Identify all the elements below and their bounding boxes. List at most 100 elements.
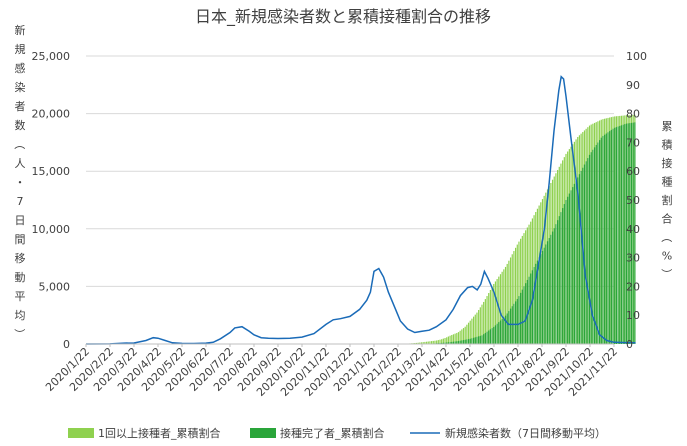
first-dose-bar	[504, 266, 507, 344]
fully-vaccinated-bar	[560, 212, 562, 344]
first-dose-bar	[446, 337, 448, 344]
fully-vaccinated-bar	[526, 279, 528, 344]
first-dose-bar	[469, 320, 471, 344]
fully-vaccinated-bar	[456, 341, 458, 344]
fully-vaccinated-bar	[634, 122, 636, 345]
y-left-label-char: 動	[15, 270, 26, 284]
fully-vaccinated-bar	[540, 254, 542, 344]
fully-vaccinated-bar	[617, 126, 619, 345]
fully-vaccinated-bar	[597, 142, 599, 344]
y-left-label-char: 者	[15, 100, 26, 113]
fully-vaccinated-bar	[588, 154, 591, 344]
fully-vaccinated-bar	[462, 340, 465, 344]
first-dose-bar	[491, 286, 493, 344]
fully-vaccinated-bar	[442, 342, 444, 344]
fully-vaccinated-bar	[625, 123, 628, 344]
fully-vaccinated-bar	[499, 320, 502, 344]
first-dose-bar	[454, 333, 456, 344]
fully-vaccinated-bar	[550, 234, 552, 344]
fully-vaccinated-bar	[469, 338, 471, 344]
fully-vaccinated-bar	[607, 132, 609, 344]
y-left-label-char: 数	[15, 119, 26, 132]
fully-vaccinated-bar	[609, 131, 611, 344]
fully-vaccinated-bar	[567, 196, 569, 344]
fully-vaccinated-bar	[614, 127, 616, 344]
y-right-label-char: 積	[662, 138, 673, 152]
y-left-axis-label: 新規感染者数 （ 人・ 7 日間移動平均 ）	[13, 23, 26, 340]
fully-vaccinated-bar	[565, 200, 567, 344]
first-dose-bar	[419, 342, 421, 344]
fully-vaccinated-bar	[503, 317, 505, 344]
fully-vaccinated-bar	[558, 216, 560, 344]
fully-vaccinated-bar	[593, 147, 596, 344]
fully-vaccinated-bar	[506, 313, 508, 344]
first-dose-bar	[496, 279, 498, 344]
y-right-tick-label: 100	[626, 50, 647, 63]
fully-vaccinated-bar	[536, 260, 539, 344]
first-dose-bar	[471, 318, 473, 344]
fully-vaccinated-bar	[520, 292, 522, 344]
y-right-tick-label: 90	[626, 79, 640, 92]
y-right-tick-label: 80	[626, 108, 640, 121]
y-right-label-char: %	[662, 250, 672, 263]
first-dose-bar	[488, 293, 490, 344]
fully-vaccinated-bar	[515, 301, 517, 344]
fully-vaccinated-bar	[546, 241, 549, 344]
first-dose-bar	[508, 260, 510, 344]
y-right-label-char: 合	[662, 212, 673, 226]
fully-vaccinated-bar	[484, 332, 486, 344]
fully-vaccinated-bar	[562, 208, 564, 344]
fully-vaccinated-bar	[541, 250, 544, 344]
y-right-tick-label: 40	[626, 223, 640, 236]
y-left-tick-label: 10,000	[32, 223, 71, 236]
first-dose-bar	[484, 299, 486, 344]
fully-vaccinated-bars	[415, 122, 636, 345]
fully-vaccinated-bar	[587, 158, 589, 344]
gridlines	[86, 55, 614, 345]
y-right-label-char: 割	[662, 193, 673, 207]
first-dose-bar	[498, 276, 500, 344]
first-dose-bar	[479, 307, 481, 344]
legend-label-fully-vaccinated: 接種完了者_累積割合	[280, 426, 385, 440]
y-left-label-char: 7	[17, 195, 24, 208]
fully-vaccinated-bar	[498, 322, 500, 344]
fully-vaccinated-bar	[454, 341, 456, 344]
fully-vaccinated-bar	[599, 140, 601, 344]
first-dose-bar	[518, 241, 520, 344]
first-dose-bar	[449, 335, 451, 344]
first-dose-bar	[462, 328, 465, 344]
y-right-tick-label: 70	[626, 136, 640, 149]
fully-vaccinated-bar	[629, 123, 631, 344]
first-dose-bar	[439, 339, 441, 344]
first-dose-bar	[432, 340, 434, 344]
fully-vaccinated-bar	[583, 164, 586, 344]
fully-vaccinated-bar	[444, 342, 446, 344]
first-dose-bars	[400, 114, 636, 345]
first-dose-bar	[427, 341, 429, 344]
fully-vaccinated-bar	[604, 134, 606, 344]
legend-label-new-cases: 新規感染者数（7日間移動平均）	[445, 426, 606, 440]
fully-vaccinated-bar	[518, 296, 520, 344]
fully-vaccinated-bar	[474, 337, 476, 344]
fully-vaccinated-bar	[493, 326, 495, 344]
y-right-label-char: （	[660, 232, 673, 243]
fully-vaccinated-bar	[523, 286, 525, 344]
first-dose-bar	[466, 324, 468, 344]
fully-vaccinated-bar	[553, 228, 555, 344]
fully-vaccinated-bar	[577, 177, 579, 344]
new-cases-line	[85, 75, 636, 345]
fully-vaccinated-bar	[538, 257, 540, 344]
fully-vaccinated-bar	[451, 341, 453, 344]
y-right-axis: 0 10 20 30 40 50 60 70 80 90 100	[626, 50, 647, 351]
first-dose-bar	[515, 247, 517, 344]
y-right-tick-label: 50	[626, 194, 640, 207]
y-left-tick-label: 20,000	[32, 108, 71, 121]
first-dose-bar	[476, 312, 478, 344]
fully-vaccinated-bar	[479, 335, 481, 344]
first-dose-bar	[493, 283, 495, 344]
y-left-label-char: ）	[13, 329, 26, 340]
first-dose-bar	[494, 281, 497, 344]
y-left-label-char: 新	[15, 23, 26, 37]
fully-vaccinated-bar	[471, 338, 473, 344]
